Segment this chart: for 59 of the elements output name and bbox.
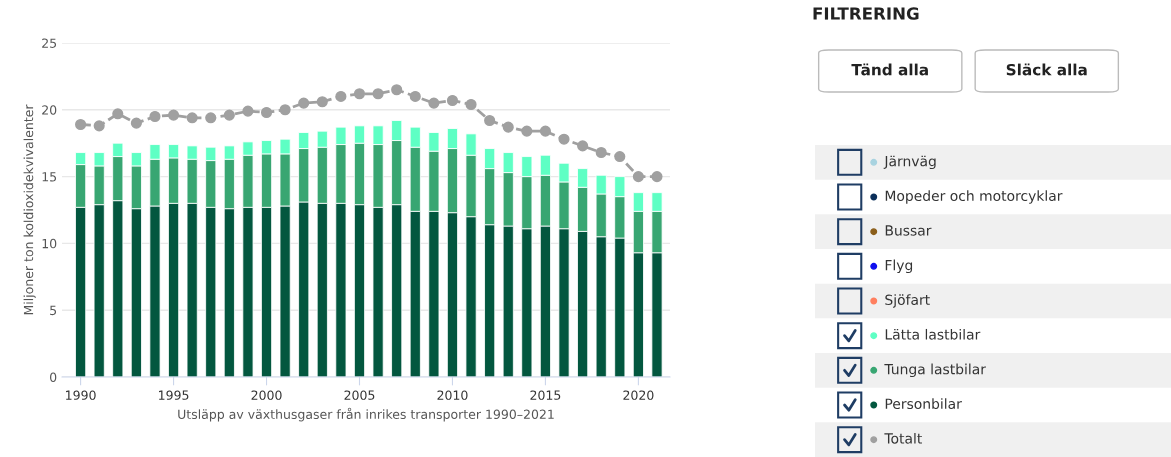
point <box>75 118 87 131</box>
text: Tänd alla <box>851 63 928 76</box>
point <box>539 125 551 137</box>
point <box>372 88 384 100</box>
legend-label: Bussar <box>885 225 932 236</box>
text: FILTRERING <box>813 7 919 20</box>
point <box>484 114 496 127</box>
point <box>465 98 477 111</box>
x-tick-label: 2015 <box>530 390 561 400</box>
point <box>446 94 459 107</box>
point <box>595 146 607 159</box>
x-tick-label: 1995 <box>159 390 189 400</box>
legend-label: Lätta lastbilar <box>885 328 981 340</box>
legend-label: Tunga lastbilar <box>884 363 986 378</box>
y-tick-label: 20 <box>42 105 57 115</box>
legend-label: Personbilar <box>885 398 962 410</box>
x-tick-label: 2020 <box>623 390 654 400</box>
point <box>409 90 421 102</box>
point <box>186 112 198 124</box>
point <box>242 105 254 117</box>
point <box>205 112 217 124</box>
point <box>558 133 570 145</box>
point <box>93 120 105 132</box>
point <box>316 96 328 108</box>
x-tick-label: 2010 <box>437 390 468 400</box>
point <box>353 88 366 100</box>
point <box>335 90 347 102</box>
point <box>279 104 291 116</box>
point <box>502 121 514 133</box>
y-tick-label: 15 <box>42 172 57 182</box>
legend-label: Sjöfart <box>885 294 930 308</box>
legend-label: Flyg <box>885 259 913 274</box>
x-tick-label: 1990 <box>66 390 96 400</box>
point <box>149 110 161 123</box>
point <box>614 151 626 163</box>
point <box>651 171 663 183</box>
point <box>391 84 403 96</box>
point <box>260 106 273 119</box>
point <box>130 117 142 129</box>
point <box>112 108 124 120</box>
point <box>428 97 440 109</box>
text: Släck alla <box>1006 63 1087 76</box>
point <box>632 171 644 183</box>
point <box>521 125 533 137</box>
legend-label: Järnväg <box>883 155 936 170</box>
point <box>223 109 235 121</box>
x-tick-label: 2000 <box>251 390 282 400</box>
point <box>577 140 589 152</box>
point <box>298 97 310 109</box>
y-tick-label: 10 <box>42 238 57 249</box>
y-tick-label: 25 <box>42 38 57 48</box>
legend-label: Totalt <box>884 432 922 444</box>
point <box>168 109 180 121</box>
x-tick-label: 2005 <box>344 390 375 400</box>
y-tick-label: 5 <box>50 305 57 316</box>
y-tick-label: 0 <box>50 372 57 382</box>
legend-label: Mopeder och motorcyklar <box>885 190 1063 204</box>
x-axis-title: Utsläpp av växthusgaser från inrikes transporter 1990–2021 <box>178 407 554 422</box>
y-axis-title: Miljoner ton koldioxidekvivalenter <box>23 104 36 315</box>
